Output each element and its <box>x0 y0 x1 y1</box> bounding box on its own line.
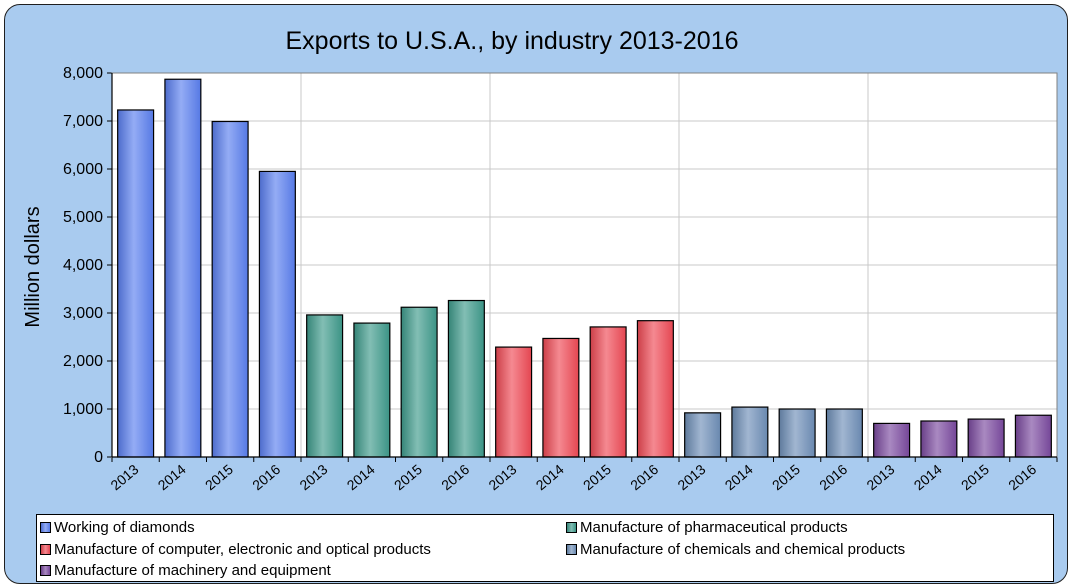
plot-area: 0 1,000 2,000 3,000 4,000 5,000 6,000 7,000 8,00… <box>63 65 1058 493</box>
x-tick-label: 2015 <box>769 461 803 493</box>
x-tick-label: 2015 <box>580 461 614 493</box>
y-tick-label: 7,000 <box>63 113 103 130</box>
legend-label: Manufacture of machinery and equipment <box>54 562 331 579</box>
x-tick-label: 2014 <box>911 461 945 493</box>
x-tick-label: 2013 <box>296 461 330 493</box>
x-tick-label: 2014 <box>155 461 189 493</box>
legend-label: Working of diamonds <box>54 519 195 536</box>
x-tick-label: 2016 <box>1005 461 1039 493</box>
x-tick-label: 2013 <box>863 461 897 493</box>
x-tick-label: 2016 <box>249 461 283 493</box>
bar <box>353 322 391 458</box>
legend-swatch <box>40 565 51 576</box>
chart-svg: Exports to U.S.A., by industry 2013-2016… <box>22 27 1058 493</box>
legend-item: Working of diamonds <box>40 519 195 536</box>
chart-title: Exports to U.S.A., by industry 2013-2016 <box>285 27 738 55</box>
x-tick-label: 2014 <box>533 461 567 493</box>
bar <box>164 78 202 458</box>
bar <box>825 408 863 458</box>
legend-label: Manufacture of computer, electronic and … <box>54 541 431 558</box>
x-tick-label: 2014 <box>722 461 756 493</box>
bar <box>873 422 911 458</box>
legend-swatch <box>40 544 51 555</box>
legend-label: Manufacture of pharmaceutical products <box>580 519 848 536</box>
bar <box>636 320 674 458</box>
bar <box>211 120 249 458</box>
legend-swatch <box>566 544 577 555</box>
legend-label: Manufacture of chemicals and chemical pr… <box>580 541 906 558</box>
y-tick-label: 8,000 <box>63 65 103 82</box>
bar <box>495 346 533 458</box>
x-tick-label: 2016 <box>438 461 472 493</box>
x-tick-label: 2015 <box>391 461 425 493</box>
bar <box>542 337 580 458</box>
y-tick-label: 3,000 <box>63 305 103 322</box>
x-tick-label: 2016 <box>816 461 850 493</box>
y-tick-label: 5,000 <box>63 209 103 226</box>
bar <box>684 412 722 458</box>
bar <box>920 420 958 458</box>
bar <box>731 406 769 458</box>
bar <box>258 170 296 458</box>
y-tick-label: 1,000 <box>63 401 103 418</box>
bar <box>400 306 438 458</box>
x-tick-label: 2016 <box>627 461 661 493</box>
y-tick-label: 6,000 <box>63 161 103 178</box>
bar <box>306 314 344 458</box>
legend-item: Manufacture of computer, electronic and … <box>40 541 431 558</box>
legend-swatch <box>566 522 577 533</box>
bar <box>117 109 155 458</box>
legend-item: Manufacture of chemicals and chemical pr… <box>566 541 905 558</box>
bar <box>589 326 627 458</box>
x-tick-label: 2013 <box>485 461 519 493</box>
legend-swatch <box>40 522 51 533</box>
bar <box>967 418 1005 458</box>
x-tick-label: 2014 <box>344 461 378 493</box>
legend-item: Manufacture of machinery and equipment <box>40 562 331 579</box>
bar <box>778 408 816 458</box>
bar <box>1014 414 1052 458</box>
x-tick-label: 2013 <box>674 461 708 493</box>
x-tick-label: 2015 <box>202 461 236 493</box>
y-tick-label: 0 <box>94 449 103 466</box>
bar <box>447 299 485 458</box>
legend: Working of diamonds Manufacture of pharma… <box>36 514 1054 582</box>
x-tick-label: 2015 <box>958 461 992 493</box>
y-tick-label: 2,000 <box>63 353 103 370</box>
y-tick-label: 4,000 <box>63 257 103 274</box>
x-tick-label: 2013 <box>107 461 141 493</box>
chart-frame: Exports to U.S.A., by industry 2013-2016… <box>4 4 1068 584</box>
legend-item: Manufacture of pharmaceutical products <box>566 519 848 536</box>
y-axis-label: Million dollars <box>22 206 44 327</box>
